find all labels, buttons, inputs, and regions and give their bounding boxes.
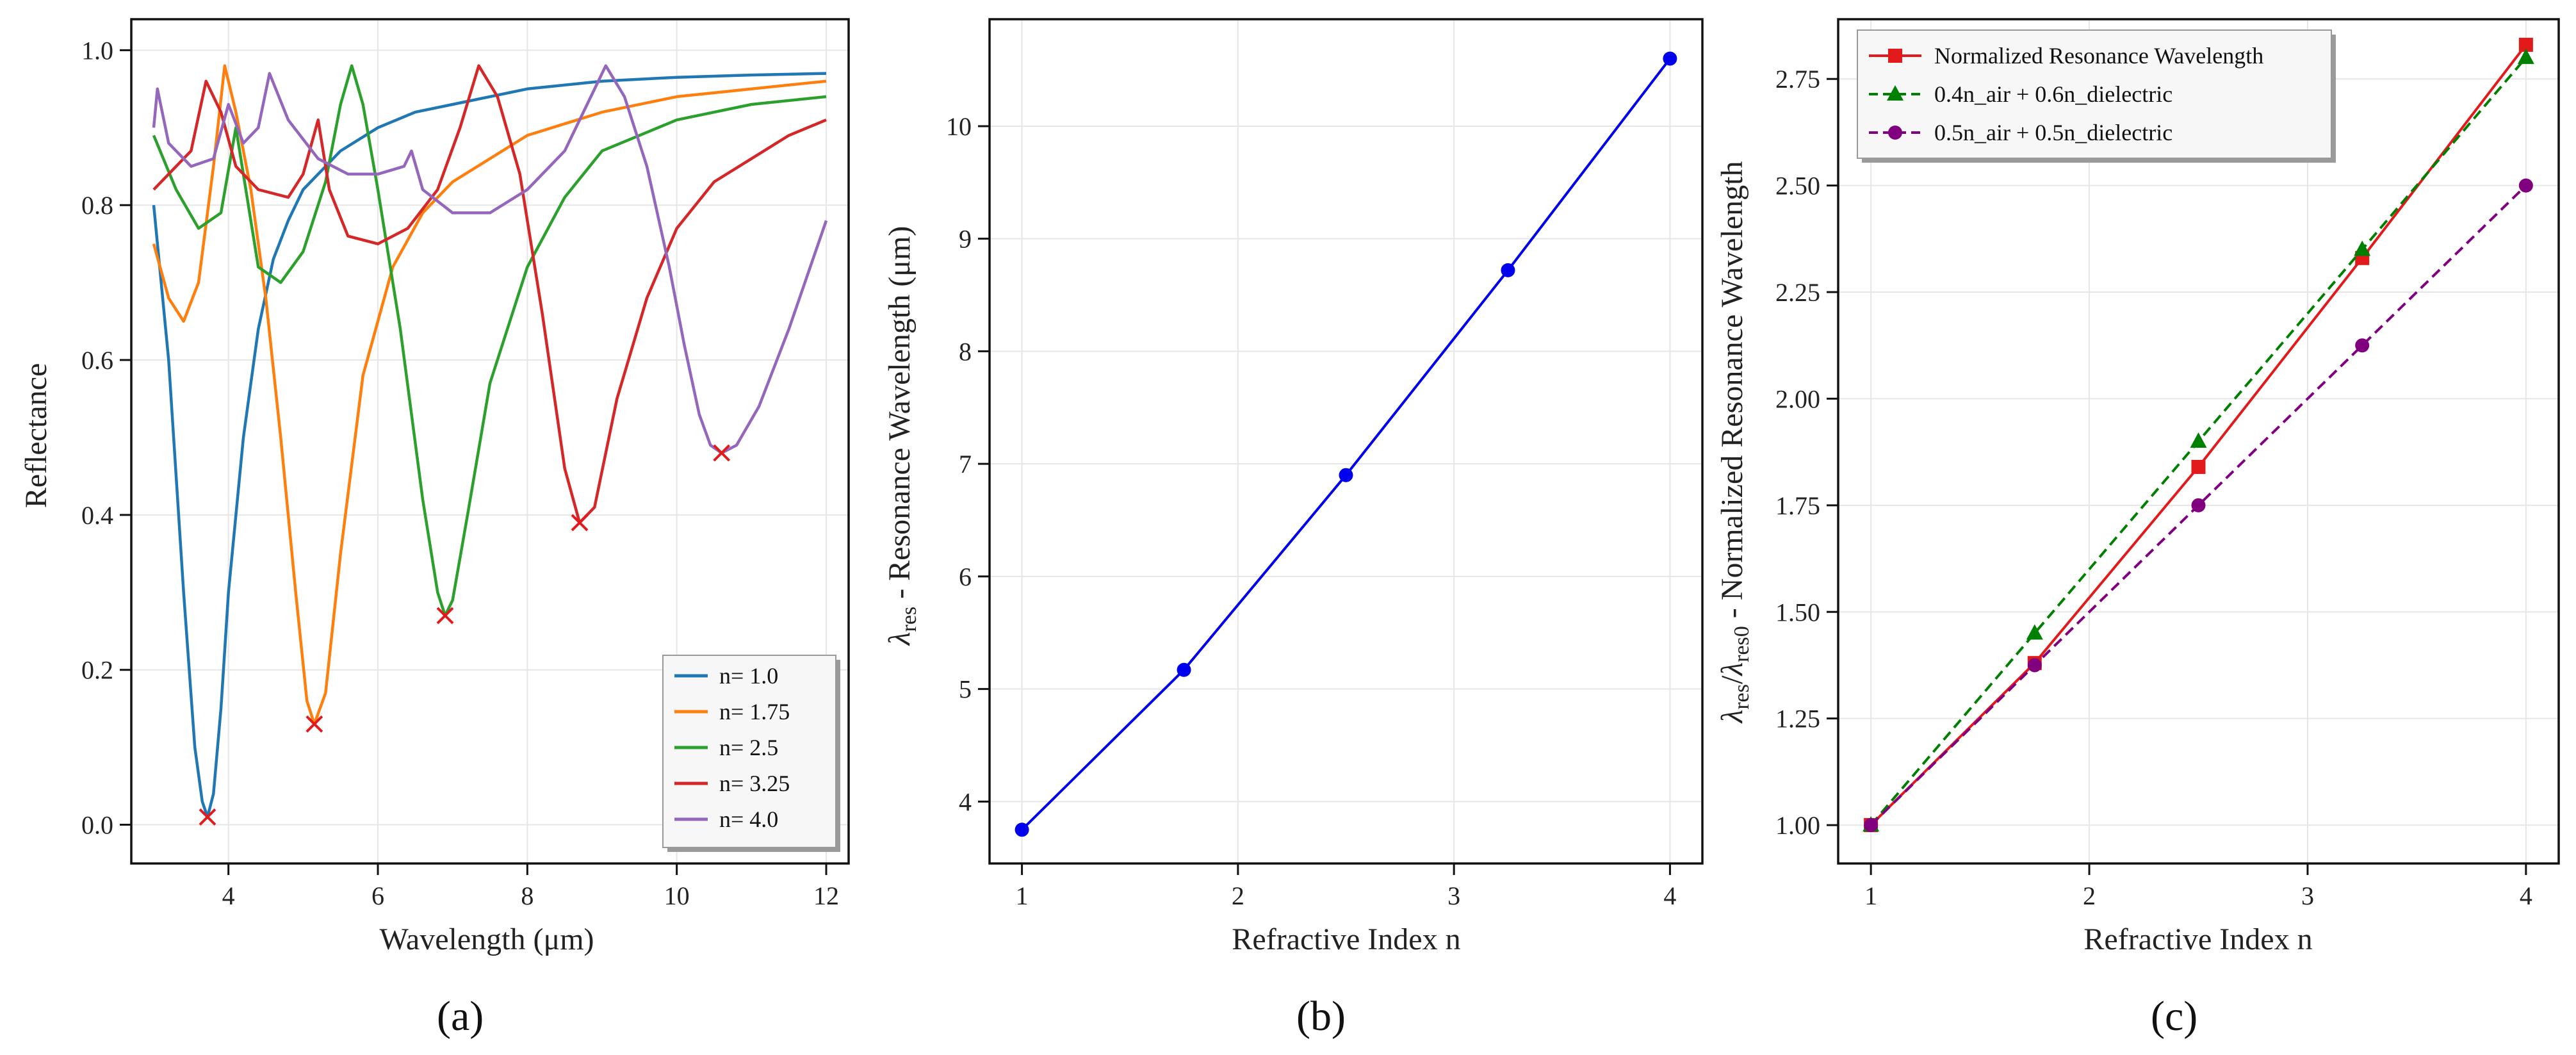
- legend-label: 0.4n_air + 0.6n_dielectric: [1934, 81, 2172, 107]
- minimum-marker-stroke: [436, 607, 454, 625]
- panel-a-xlabel: Wavelength (μm): [379, 922, 594, 956]
- y-tick-label: 2.25: [1775, 278, 1820, 307]
- x-tick-label: 2: [1232, 881, 1244, 910]
- minimum-marker-stroke: [306, 715, 323, 733]
- y-tick-label: 0.6: [81, 346, 113, 375]
- series-line-5: [152, 64, 828, 455]
- y-tick-label: 1.00: [1775, 811, 1820, 840]
- x-tick-label: 4: [2520, 881, 2532, 910]
- data-point: [2191, 459, 2206, 474]
- panel-b-label: (b): [1296, 993, 1346, 1040]
- minimum-marker: [713, 444, 731, 462]
- axes-frame: [988, 18, 1704, 865]
- y-tick-label: 2.50: [1775, 172, 1820, 200]
- panel-c-xlabel: Refractive Index n: [2083, 922, 2312, 956]
- panel-c: Refractive Index n λres/λres0 - Normaliz…: [1715, 18, 2560, 1040]
- x-tick-label: 1: [1016, 881, 1029, 910]
- legend-box: [1857, 29, 2332, 159]
- panel-b: Refractive Index n λres - Resonance Wave…: [883, 18, 1704, 1040]
- panel-a-ylabel: Reflectance: [19, 363, 53, 509]
- y-tick-label: 0.2: [81, 656, 113, 685]
- panel-b-xlabel: Refractive Index n: [1232, 922, 1460, 956]
- legend-label: 0.5n_air + 0.5n_dielectric: [1934, 120, 2172, 145]
- data-point: [2026, 624, 2043, 640]
- legend-label: n= 1.75: [719, 699, 790, 724]
- minimum-marker: [571, 514, 589, 532]
- legend-label: Normalized Resonance Wavelength: [1934, 43, 2263, 69]
- y-tick-label: 1.0: [81, 36, 113, 65]
- legend-marker: [1888, 49, 1902, 63]
- data-point: [1339, 468, 1353, 482]
- y-tick-label: 2.00: [1775, 384, 1820, 413]
- series-line-1: [1021, 58, 1671, 831]
- data-point: [2191, 498, 2206, 512]
- y-tick-label: 1.75: [1775, 491, 1820, 520]
- minimum-marker-stroke: [571, 514, 589, 532]
- series-line-4: [152, 64, 827, 525]
- y-tick-label: 6: [959, 562, 972, 591]
- legend-label: n= 1.0: [719, 663, 778, 689]
- y-tick-label: 4: [959, 787, 972, 816]
- x-tick-label: 6: [371, 881, 384, 910]
- x-tick-label: 12: [813, 881, 839, 910]
- axes-frame: [1837, 18, 2560, 865]
- x-tick-label: 4: [222, 881, 235, 910]
- panel-a-label: (a): [437, 993, 484, 1040]
- x-tick-label: 1: [1864, 881, 1877, 910]
- data-point: [1177, 662, 1191, 677]
- x-tick-label: 8: [521, 881, 534, 910]
- data-point: [2517, 48, 2534, 64]
- data-point: [2518, 178, 2533, 193]
- y-tick-label: 7: [959, 450, 972, 478]
- y-tick-label: 0.4: [81, 501, 113, 530]
- series-line-2: [152, 64, 827, 726]
- data-point: [2355, 338, 2370, 353]
- minimum-marker-stroke: [199, 808, 216, 826]
- y-tick-label: 1.50: [1775, 598, 1820, 626]
- panel-a-plot: [131, 19, 849, 863]
- y-tick-label: 5: [959, 675, 972, 704]
- panel-b-ylabel: λres - Resonance Wavelength (μm): [883, 226, 921, 647]
- y-tick-label: 9: [959, 225, 972, 254]
- legend-label: n= 4.0: [719, 806, 778, 832]
- panel-b-plot: [990, 19, 1702, 863]
- data-point: [2190, 432, 2207, 448]
- x-tick-label: 10: [664, 881, 690, 910]
- y-tick-label: 10: [946, 112, 972, 141]
- y-tick-label: 0.8: [81, 191, 113, 220]
- minimum-marker: [306, 715, 323, 733]
- data-point: [1663, 51, 1677, 66]
- data-point: [2354, 240, 2371, 256]
- axes-frame: [130, 18, 850, 865]
- legend-marker: [1887, 85, 1903, 101]
- legend-marker: [1888, 126, 1902, 140]
- panel-a: Wavelength (μm) Reflectance (a) 4 6 8 10 12 0…: [19, 18, 850, 1040]
- data-point: [1015, 822, 1029, 837]
- minimum-marker: [436, 607, 454, 625]
- minimum-marker: [199, 808, 216, 826]
- legend-box: [662, 655, 836, 848]
- data-point: [2518, 37, 2533, 52]
- x-tick-label: 3: [1447, 881, 1460, 910]
- panel-c-ylabel: λres/λres0 - Normalized Resonance Wavele…: [1715, 161, 1754, 724]
- y-tick-label: 2.75: [1775, 65, 1820, 94]
- x-tick-label: 3: [2301, 881, 2314, 910]
- x-tick-label: 2: [2083, 881, 2096, 910]
- y-tick-label: 1.25: [1775, 705, 1820, 733]
- data-point: [1864, 818, 1879, 833]
- series-line-1: [152, 72, 827, 819]
- series-line-3: [152, 64, 827, 617]
- y-tick-label: 8: [959, 337, 972, 366]
- x-tick-label: 4: [1663, 881, 1676, 910]
- panel-c-label: (c): [2151, 993, 2197, 1040]
- data-point: [2027, 658, 2042, 673]
- legend-label: n= 2.5: [719, 735, 778, 760]
- data-point: [1501, 263, 1515, 277]
- minimum-marker-stroke: [713, 444, 731, 462]
- y-tick-label: 0.0: [81, 811, 113, 840]
- legend-label: n= 3.25: [719, 771, 790, 796]
